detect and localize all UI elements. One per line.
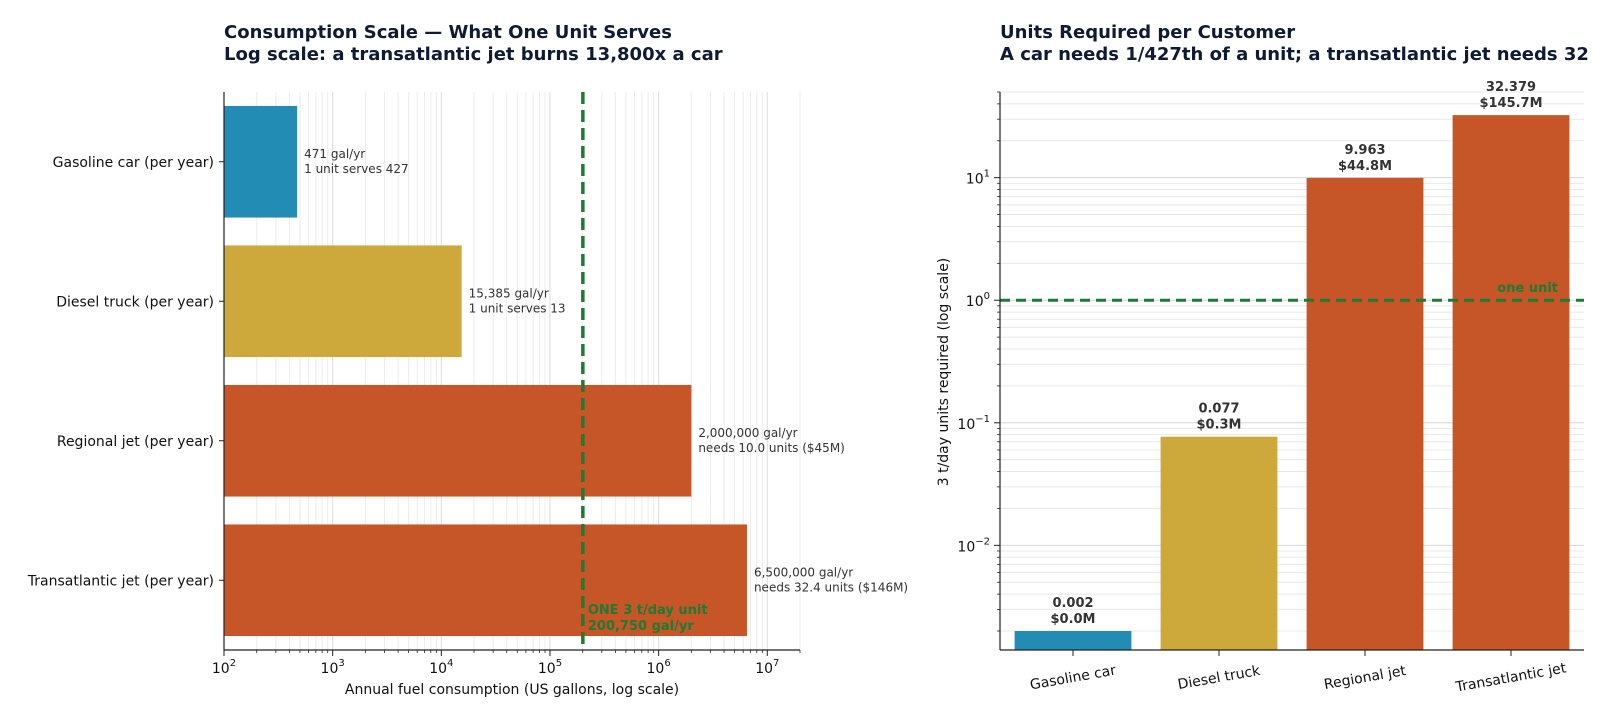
right-bar-value-label: 32.379 $145.7M [1479, 80, 1542, 111]
right-category-label: Gasoline car [1029, 663, 1118, 694]
left-x-tick-label: 104 [429, 658, 453, 677]
right-bar-value-label: 9.963 $44.8M [1338, 143, 1392, 174]
left-x-tick-label: 107 [755, 658, 779, 677]
left-x-tick-label: 103 [321, 658, 345, 677]
right-y-tick-label: 100 [966, 291, 990, 310]
left-chart-subtitle: Log scale: a transatlantic jet burns 13,… [224, 44, 723, 65]
right-chart-subtitle: A car needs 1/427th of a unit; a transat… [1000, 44, 1589, 65]
left-annotations: 471 gal/yr 1 unit serves 427 15,385 gal/yr… [304, 92, 908, 650]
left-bar-annotation: 15,385 gal/yr 1 unit serves 13 [469, 286, 566, 315]
left-bar-annotation: 471 gal/yr 1 unit serves 427 [304, 147, 409, 176]
right-annotations: 0.002 $0.0M 0.077 $0.3M 9.963 $44.8M 32.379 $14… [1000, 80, 1584, 627]
left-x-tick-label: 105 [538, 658, 562, 677]
left-bar-annotation: 2,000,000 gal/yr needs 10.0 units ($45M) [698, 426, 845, 455]
right-category-label: Transatlantic jet [1454, 660, 1568, 695]
right-y-tick-label: 10−1 [957, 414, 990, 433]
right-bar-value-label: 0.077 $0.3M [1196, 402, 1241, 433]
left-x-axis-label: Annual fuel consumption (US gallons, log… [345, 682, 679, 698]
right-bar [1306, 177, 1424, 650]
left-chart-title: Consumption Scale — What One Unit Serves [224, 22, 672, 43]
right-category-label: Diesel truck [1177, 663, 1263, 693]
right-reference-label: one unit [1497, 281, 1558, 296]
right-bars [1014, 115, 1570, 650]
left-bar [224, 524, 747, 637]
right-y-tick-label: 101 [966, 169, 990, 188]
right-category-label: Regional jet [1323, 663, 1408, 693]
left-category-label: Regional jet (per year) [57, 434, 214, 450]
left-reference-label: ONE 3 t/day unit 200,750 gal/yr [588, 603, 708, 634]
left-bars [224, 105, 747, 637]
right-bar-value-label: 0.002 $0.0M [1050, 596, 1095, 627]
right-y-tick-label: 10−2 [957, 536, 990, 555]
right-bar [1014, 631, 1132, 650]
left-category-label: Gasoline car (per year) [53, 155, 214, 171]
left-bar-annotation: 6,500,000 gal/yr needs 32.4 units ($146M) [754, 565, 908, 594]
left-category-label: Transatlantic jet (per year) [27, 573, 214, 589]
left-bar [224, 105, 298, 218]
left-category-label: Diesel truck (per year) [56, 294, 214, 310]
right-chart-title: Units Required per Customer [1000, 22, 1295, 43]
left-x-tick-label: 102 [212, 658, 236, 677]
left-x-tick-label: 106 [647, 658, 671, 677]
left-bar [224, 384, 692, 497]
right-bar [1160, 436, 1278, 650]
left-axes: Gasoline car (per year) Diesel truck (per… [27, 92, 801, 677]
right-bar [1452, 115, 1570, 650]
left-bar [224, 245, 462, 358]
right-y-axis-label: 3 t/day units required (log scale) [936, 258, 952, 487]
